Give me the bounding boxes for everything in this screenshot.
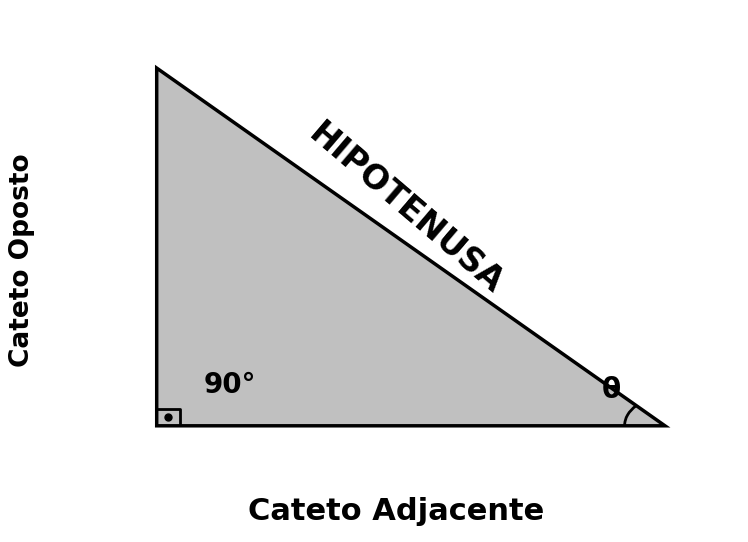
Polygon shape: [156, 68, 665, 426]
Text: HIPOTENUSA: HIPOTENUSA: [302, 117, 509, 301]
Text: θ: θ: [602, 376, 621, 404]
Text: Cateto Oposto: Cateto Oposto: [10, 153, 35, 367]
Text: Cateto Adjacente: Cateto Adjacente: [248, 496, 545, 526]
Text: 90°: 90°: [203, 371, 257, 399]
